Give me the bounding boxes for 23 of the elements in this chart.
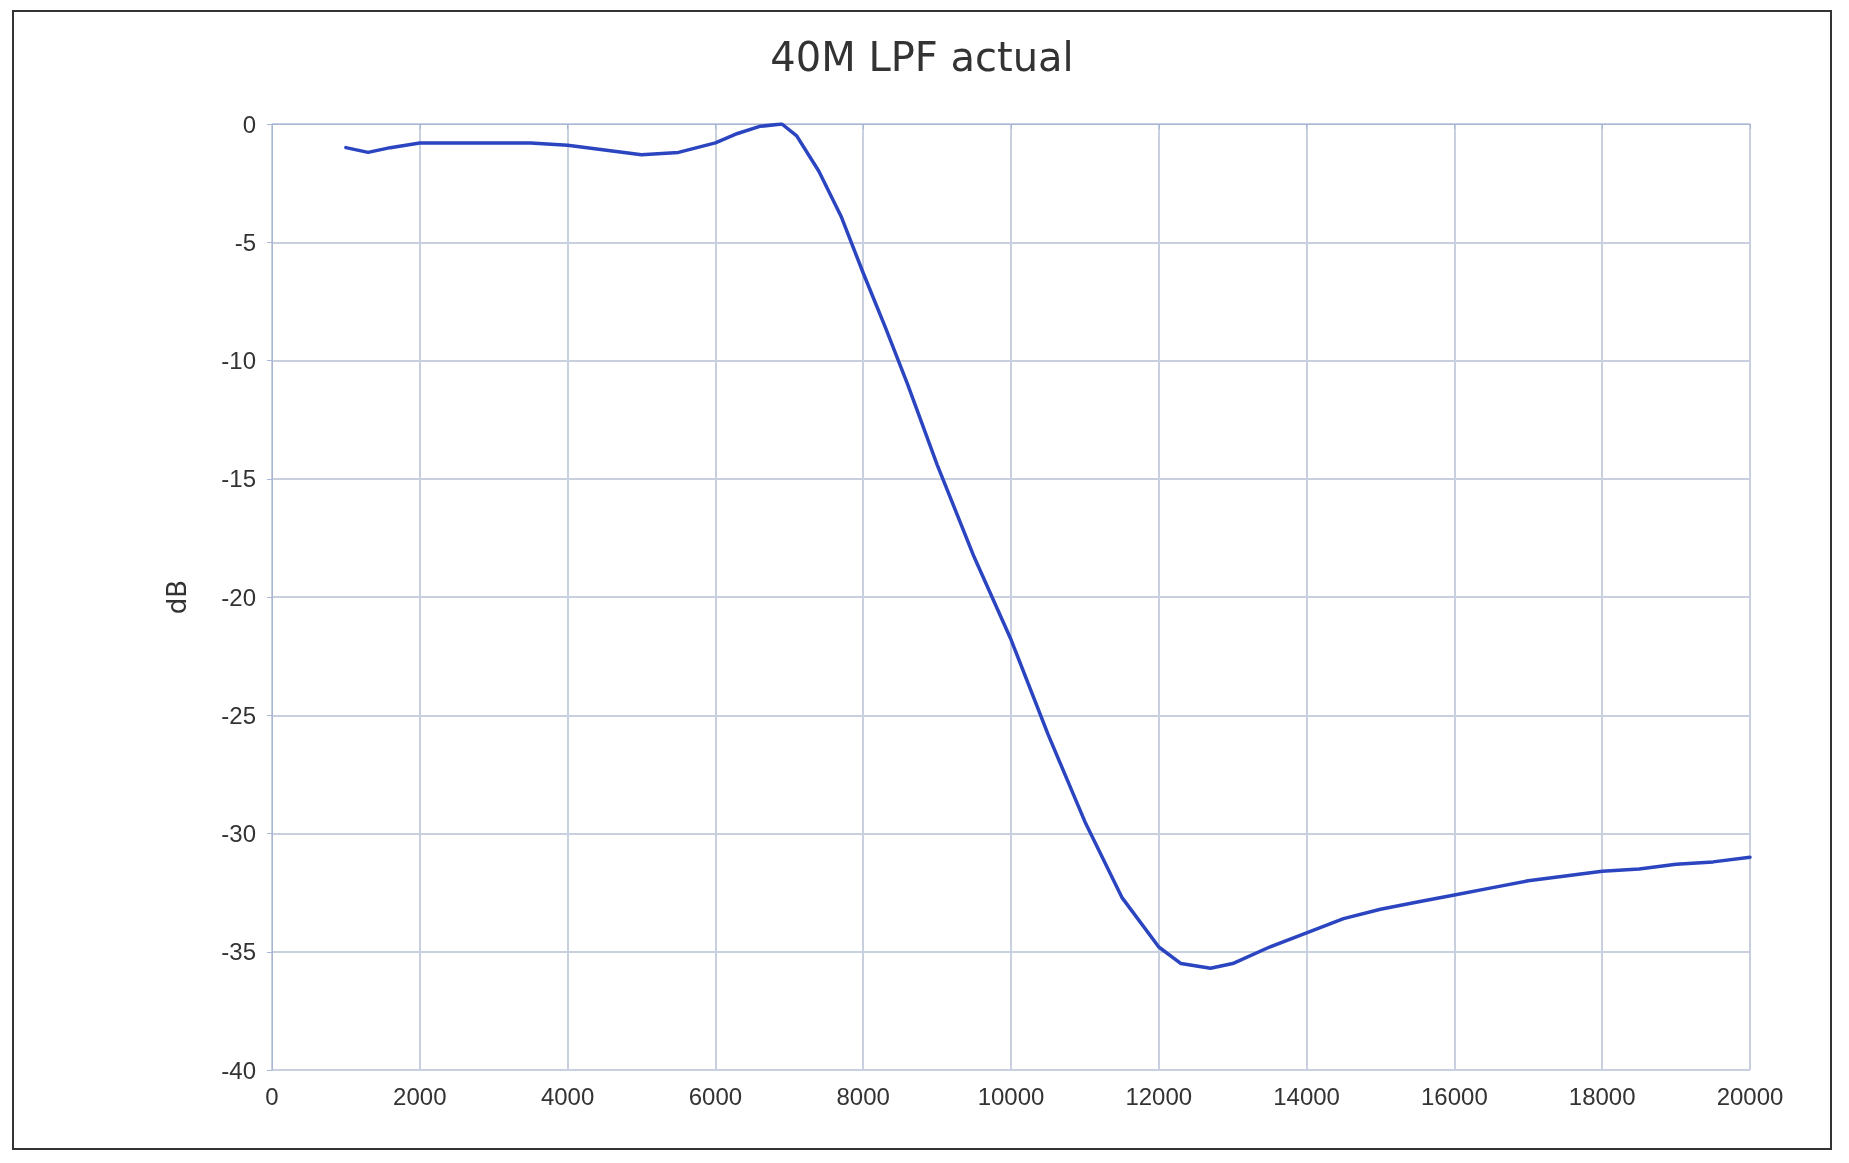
y-tick-label: -5 <box>234 228 256 256</box>
x-tick-label: 12000 <box>1125 1082 1193 1110</box>
x-tick-label: 4000 <box>540 1082 595 1110</box>
x-tick-label: 10000 <box>977 1082 1045 1110</box>
y-tick-label: -10 <box>221 347 256 374</box>
y-tick-label: -35 <box>221 938 256 966</box>
x-tick-label: 6000 <box>688 1082 743 1110</box>
x-tick-label: 14000 <box>1273 1082 1340 1110</box>
y-axis-title: dB <box>162 579 192 615</box>
y-tick-label: -30 <box>221 820 256 847</box>
x-tick-label: 20000 <box>1716 1082 1784 1110</box>
y-tick-label: -20 <box>221 583 256 611</box>
x-tick-label: 0 <box>265 1082 279 1110</box>
x-tick-label: 18000 <box>1568 1082 1636 1110</box>
y-tick-label: -40 <box>221 1056 256 1084</box>
y-tick-label: -15 <box>221 465 256 493</box>
y-tick-label: -25 <box>221 701 256 729</box>
chart-title: 40M LPF actual <box>770 34 1074 80</box>
y-tick-label: 0 <box>242 110 256 138</box>
x-tick-label: 8000 <box>836 1082 890 1110</box>
line-series <box>344 122 1752 971</box>
x-tick-label: 16000 <box>1421 1082 1488 1110</box>
x-tick-label: 2000 <box>393 1082 447 1110</box>
